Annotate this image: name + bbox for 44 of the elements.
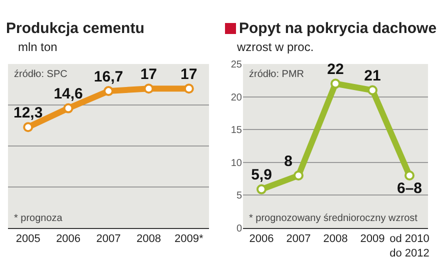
- y-tick-label: 5: [236, 190, 242, 202]
- y-tick-label: 15: [230, 125, 242, 136]
- y-tick-label: 10: [230, 158, 242, 169]
- annotation: źródło: SPC: [14, 69, 68, 80]
- data-label: 21: [364, 67, 381, 84]
- point: [104, 86, 114, 96]
- x-tick-label: 2005: [16, 233, 40, 246]
- point: [330, 78, 340, 89]
- point: [404, 170, 414, 181]
- annotation: źródło: PMR: [249, 69, 304, 80]
- data-label: 17: [140, 66, 158, 83]
- data-label: 22: [327, 60, 344, 78]
- x-tick-label: 2009*: [174, 233, 204, 246]
- x-tick-label: 2008: [323, 233, 348, 246]
- point: [184, 84, 194, 94]
- chart-subtitle: wzrost w proc.: [237, 40, 314, 54]
- point: [294, 170, 304, 181]
- point: [63, 103, 74, 114]
- x-tick-label: od 2010 do 2012: [390, 233, 430, 260]
- data-label: 8: [284, 152, 292, 170]
- chart-title: Popyt na pokrycia dachowe: [239, 20, 437, 37]
- data-label: 16,7: [94, 68, 124, 86]
- data-label: 14,6: [54, 86, 83, 103]
- x-tick-label: 2007: [286, 233, 311, 246]
- annotation: * prognoza: [14, 213, 63, 224]
- x-tick-label: 2008: [136, 233, 161, 246]
- data-label: 5,9: [251, 166, 272, 184]
- point: [23, 122, 34, 132]
- chart-subtitle: mln ton: [18, 40, 58, 54]
- y-tick-label: 25: [230, 60, 242, 70]
- x-tick-label: 2006: [56, 233, 81, 246]
- annotation: * prognozowany średnioroczny wzrost: [249, 213, 418, 224]
- point: [144, 84, 154, 94]
- data-label: 12,3: [14, 104, 43, 122]
- point: [256, 184, 266, 194]
- x-tick-label: 2009: [360, 233, 385, 246]
- y-tick-label: 20: [230, 92, 242, 104]
- point: [368, 85, 378, 96]
- x-tick-label: 2007: [96, 233, 121, 246]
- x-tick-label: 2006: [249, 233, 274, 246]
- chart-title: Produkcja cementu: [6, 20, 144, 37]
- data-label: 6–8: [396, 180, 422, 197]
- y-tick-label: 0: [236, 224, 242, 234]
- data-label: 17: [180, 66, 198, 83]
